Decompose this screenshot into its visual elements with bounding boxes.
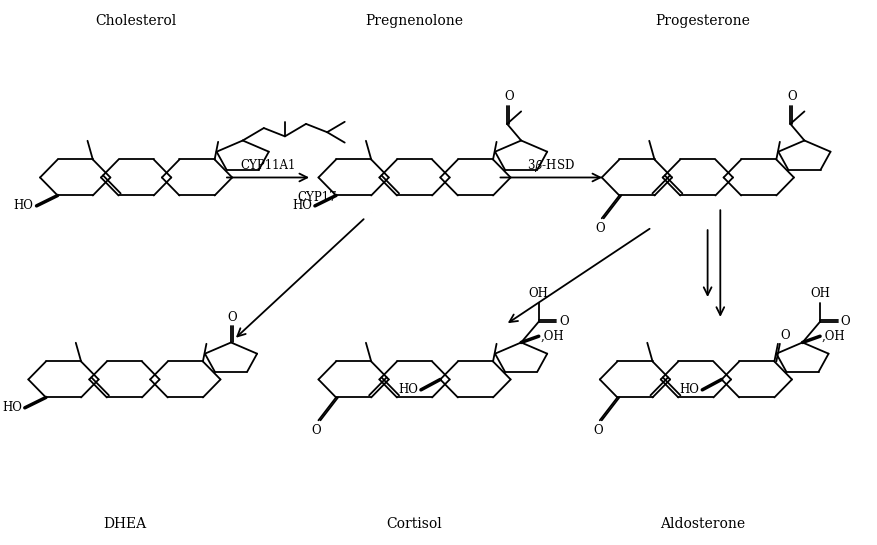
Text: O: O [227,311,237,324]
Text: Pregnenolone: Pregnenolone [365,14,463,28]
Text: Aldosterone: Aldosterone [660,517,745,531]
Text: HO: HO [2,401,22,414]
Text: O: O [311,425,321,438]
Text: O: O [780,329,789,342]
Text: HO: HO [679,383,699,396]
Text: CYP17: CYP17 [296,191,336,204]
Text: Cholesterol: Cholesterol [96,14,176,28]
Text: DHEA: DHEA [103,517,146,531]
Text: ,OH: ,OH [540,330,564,343]
Text: OH: OH [809,287,829,300]
Text: Progesterone: Progesterone [654,14,749,28]
Text: O: O [503,90,513,103]
Text: O: O [592,425,602,438]
Text: O: O [559,315,568,328]
Text: O: O [595,222,604,235]
Text: ,OH: ,OH [821,330,845,343]
Text: HO: HO [14,199,33,213]
Text: O: O [787,90,796,103]
Text: OH: OH [528,287,548,300]
Text: HO: HO [292,199,311,213]
Text: Cortisol: Cortisol [386,517,442,531]
Text: O: O [839,315,849,328]
Text: 3$\beta$-HSD: 3$\beta$-HSD [527,157,574,174]
Text: CYP11A1: CYP11A1 [240,159,296,172]
Text: HO: HO [397,383,417,396]
